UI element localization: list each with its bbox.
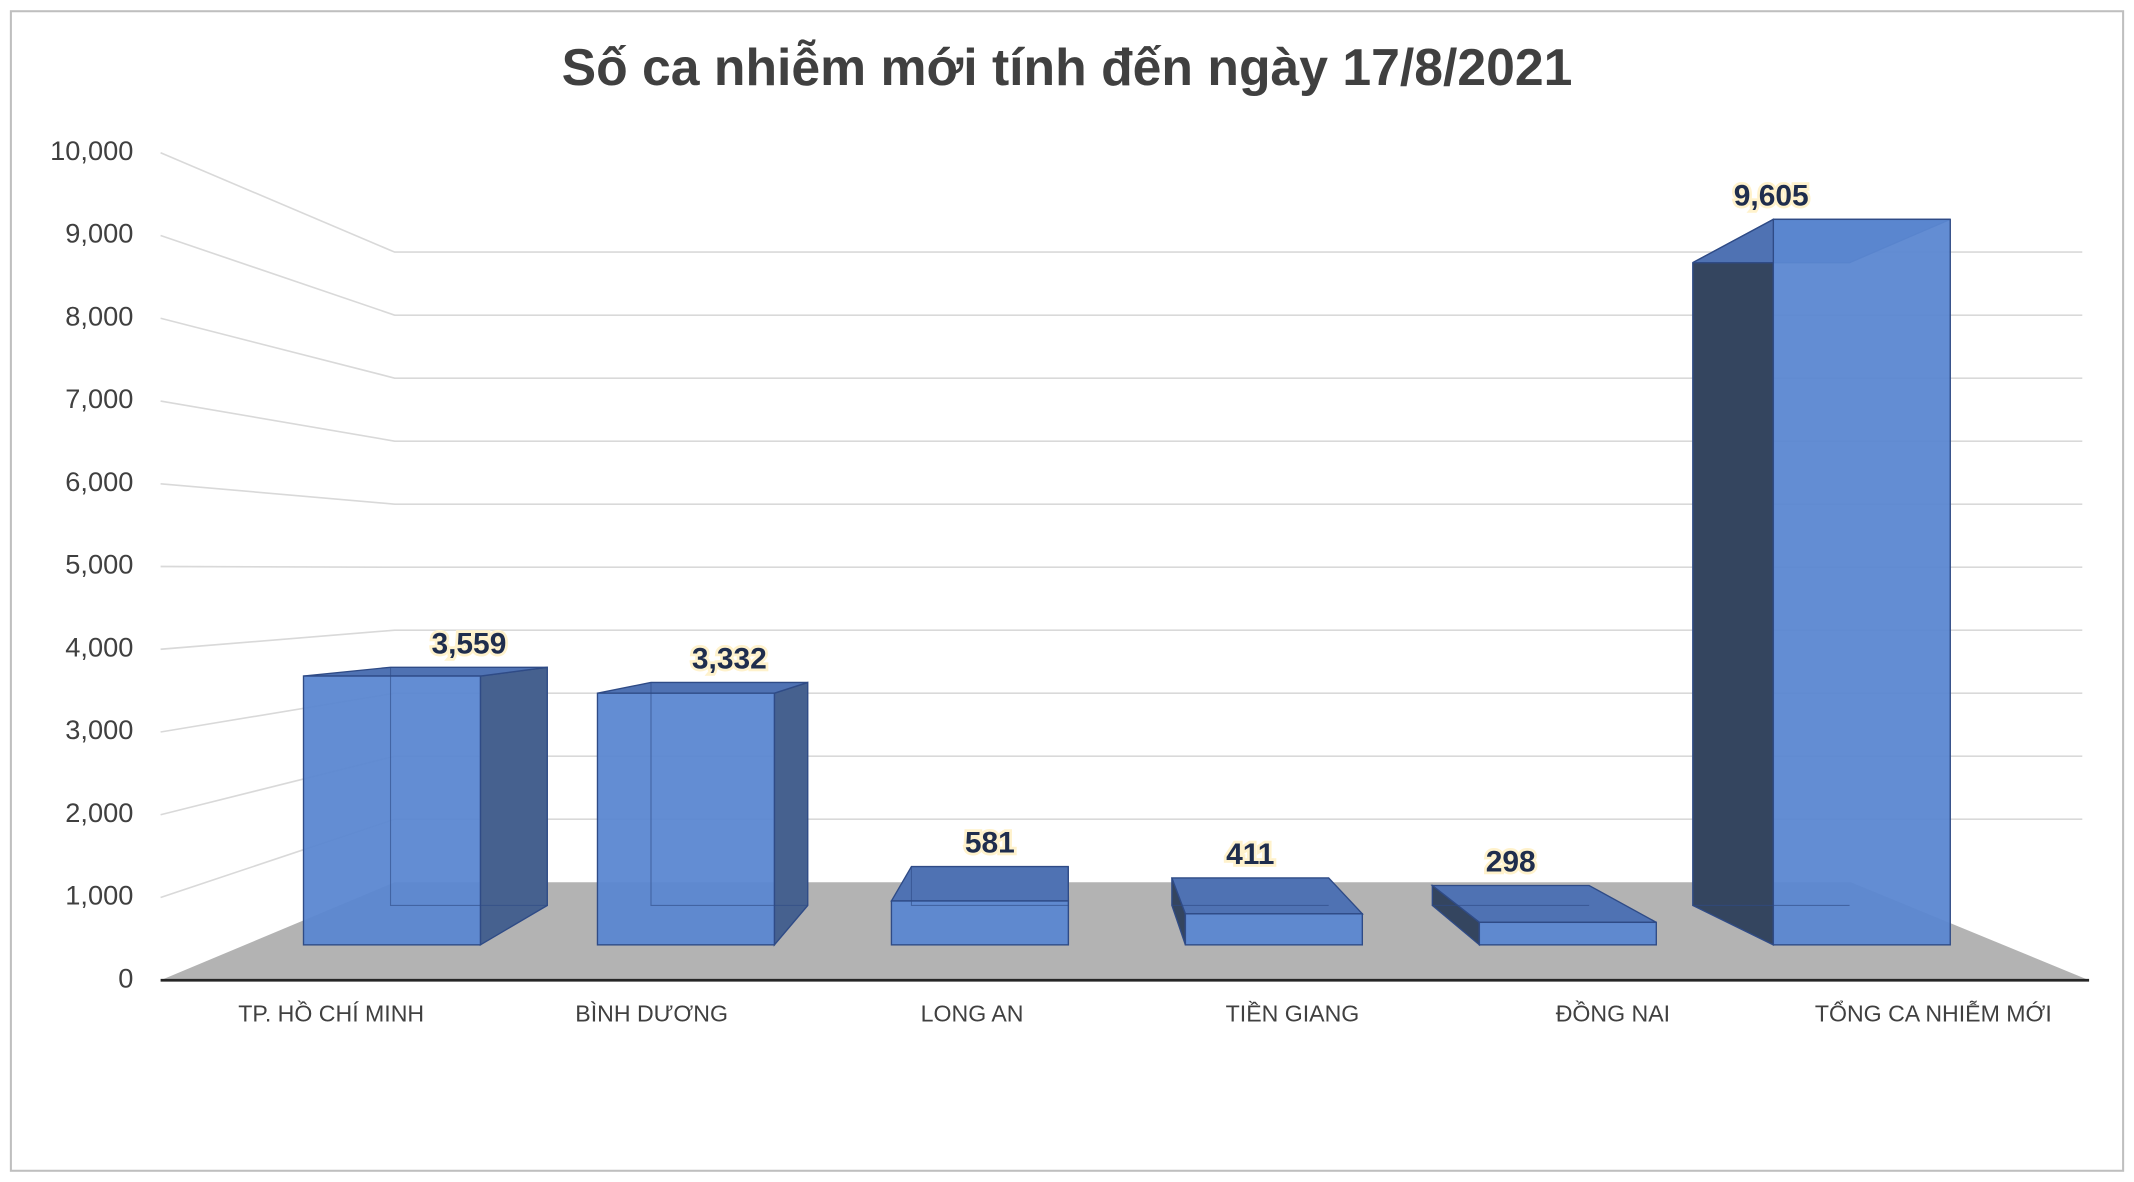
bar-side	[1692, 218, 1775, 946]
bar-front	[596, 692, 776, 946]
grid-line	[160, 152, 2083, 253]
y-tick-label: 4,000	[65, 631, 133, 662]
grid-line	[160, 629, 2083, 651]
bar-top	[1170, 877, 1364, 915]
bar-front	[1184, 913, 1364, 946]
value-label: 298	[1486, 846, 1536, 879]
grid-line	[160, 317, 2083, 379]
bar	[302, 666, 548, 947]
value-label: 3,332	[692, 643, 767, 676]
grid-line	[160, 482, 2083, 505]
value-label: 411	[1226, 838, 1274, 871]
bar-edge	[1692, 262, 1850, 906]
value-label: 581	[965, 827, 1015, 860]
value-label: 9,605	[1734, 179, 1809, 212]
grid-line	[160, 400, 2083, 442]
x-tick-label: TIỀN GIANG	[1226, 1000, 1360, 1027]
bar-front	[890, 900, 1070, 946]
y-tick-label: 7,000	[65, 383, 133, 414]
chart-title: Số ca nhiễm mới tính đến ngày 17/8/2021	[562, 38, 1573, 96]
bar-side	[479, 666, 548, 947]
bar-front	[1478, 921, 1657, 946]
y-tick-label: 10,000	[50, 135, 133, 166]
bar-edge	[1431, 885, 1590, 906]
bar-edge	[910, 866, 1069, 906]
bar-top	[890, 865, 1070, 902]
bar	[1170, 877, 1364, 946]
x-tick-label: ĐỒNG NAI	[1556, 1000, 1670, 1027]
grid-line	[160, 565, 2083, 568]
bar	[890, 865, 1070, 946]
x-tick-label: TỔNG CA NHIỄM MỚI	[1815, 999, 2052, 1027]
y-tick-label: 0	[118, 962, 133, 993]
y-tick-label: 3,000	[65, 714, 133, 745]
y-tick-label: 1,000	[65, 880, 133, 911]
y-tick-label: 9,000	[65, 218, 133, 249]
bar	[1430, 884, 1657, 947]
x-tick-label: BÌNH DƯƠNG	[575, 1001, 728, 1027]
bar-front	[302, 675, 482, 946]
bar-edge	[389, 667, 548, 906]
x-tick-label: LONG AN	[921, 1001, 1024, 1027]
x-tick-label: TP. HỒ CHÍ MINH	[238, 1000, 424, 1027]
y-tick-label: 2,000	[65, 797, 133, 828]
y-tick-label: 6,000	[65, 466, 133, 497]
bar-front	[1772, 218, 1951, 946]
value-label: 3,559	[431, 627, 506, 660]
bar	[596, 681, 809, 947]
grid-line	[160, 234, 2083, 316]
bar-edge	[1171, 877, 1329, 906]
bar	[1692, 218, 1951, 946]
y-tick-label: 8,000	[65, 300, 133, 331]
bar-edge	[650, 682, 808, 906]
y-tick-label: 5,000	[65, 549, 133, 580]
